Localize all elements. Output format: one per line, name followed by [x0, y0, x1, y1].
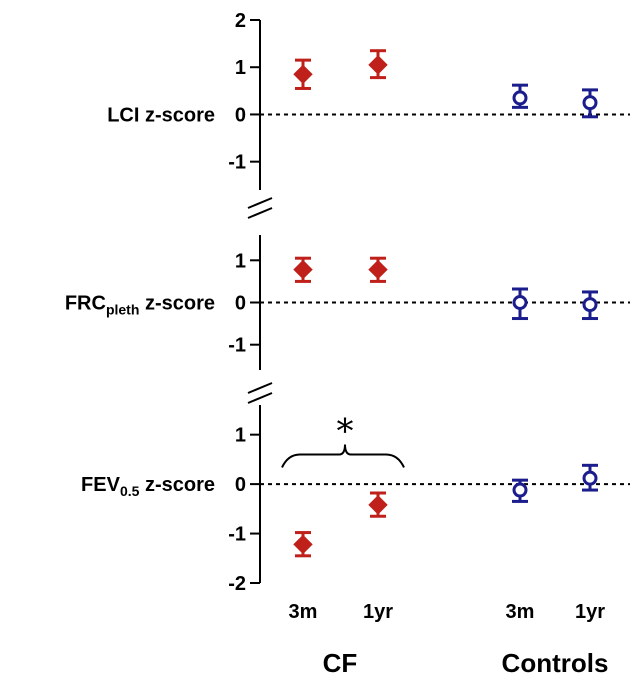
y-tick-label: 2 [235, 10, 246, 32]
panel-label: LCI z-score [107, 104, 215, 126]
data-point-cf [368, 55, 388, 75]
data-point-control [512, 295, 528, 310]
x-category-label: 1yr [363, 601, 393, 623]
data-point-cf [368, 259, 388, 280]
data-point-control [512, 482, 528, 498]
data-point-cf [293, 259, 313, 280]
y-tick-label: 0 [235, 104, 246, 126]
y-tick-label: -2 [228, 573, 246, 595]
y-tick-label: -1 [228, 524, 246, 546]
data-point-cf [293, 64, 313, 85]
x-group-label: CF [323, 648, 358, 678]
significance-star: * [337, 411, 354, 451]
x-category-label: 3m [289, 601, 318, 623]
data-point-control [512, 90, 528, 106]
y-tick-label: -1 [228, 335, 246, 357]
panel-label: FRCpleth z-score [65, 293, 215, 318]
data-point-cf [368, 495, 388, 515]
axis-break-mark [247, 207, 273, 219]
data-point-cf [293, 534, 313, 555]
y-tick-label: 1 [235, 250, 246, 272]
y-tick-label: 0 [235, 474, 246, 496]
y-tick-label: 1 [235, 425, 246, 447]
x-category-label: 3m [506, 601, 535, 623]
axis-break-mark [247, 392, 273, 404]
data-point-control [582, 95, 598, 111]
axis-break-mark [247, 382, 273, 394]
y-tick-label: 0 [235, 293, 246, 315]
y-tick-label: 1 [235, 57, 246, 79]
axis-break-mark [247, 197, 273, 209]
x-category-label: 1yr [575, 601, 605, 623]
x-group-label: Controls [502, 648, 609, 678]
panel-label: FEV0.5 z-score [81, 474, 215, 499]
data-point-control [582, 297, 598, 313]
data-point-control [582, 470, 598, 486]
y-tick-label: -1 [228, 152, 246, 174]
